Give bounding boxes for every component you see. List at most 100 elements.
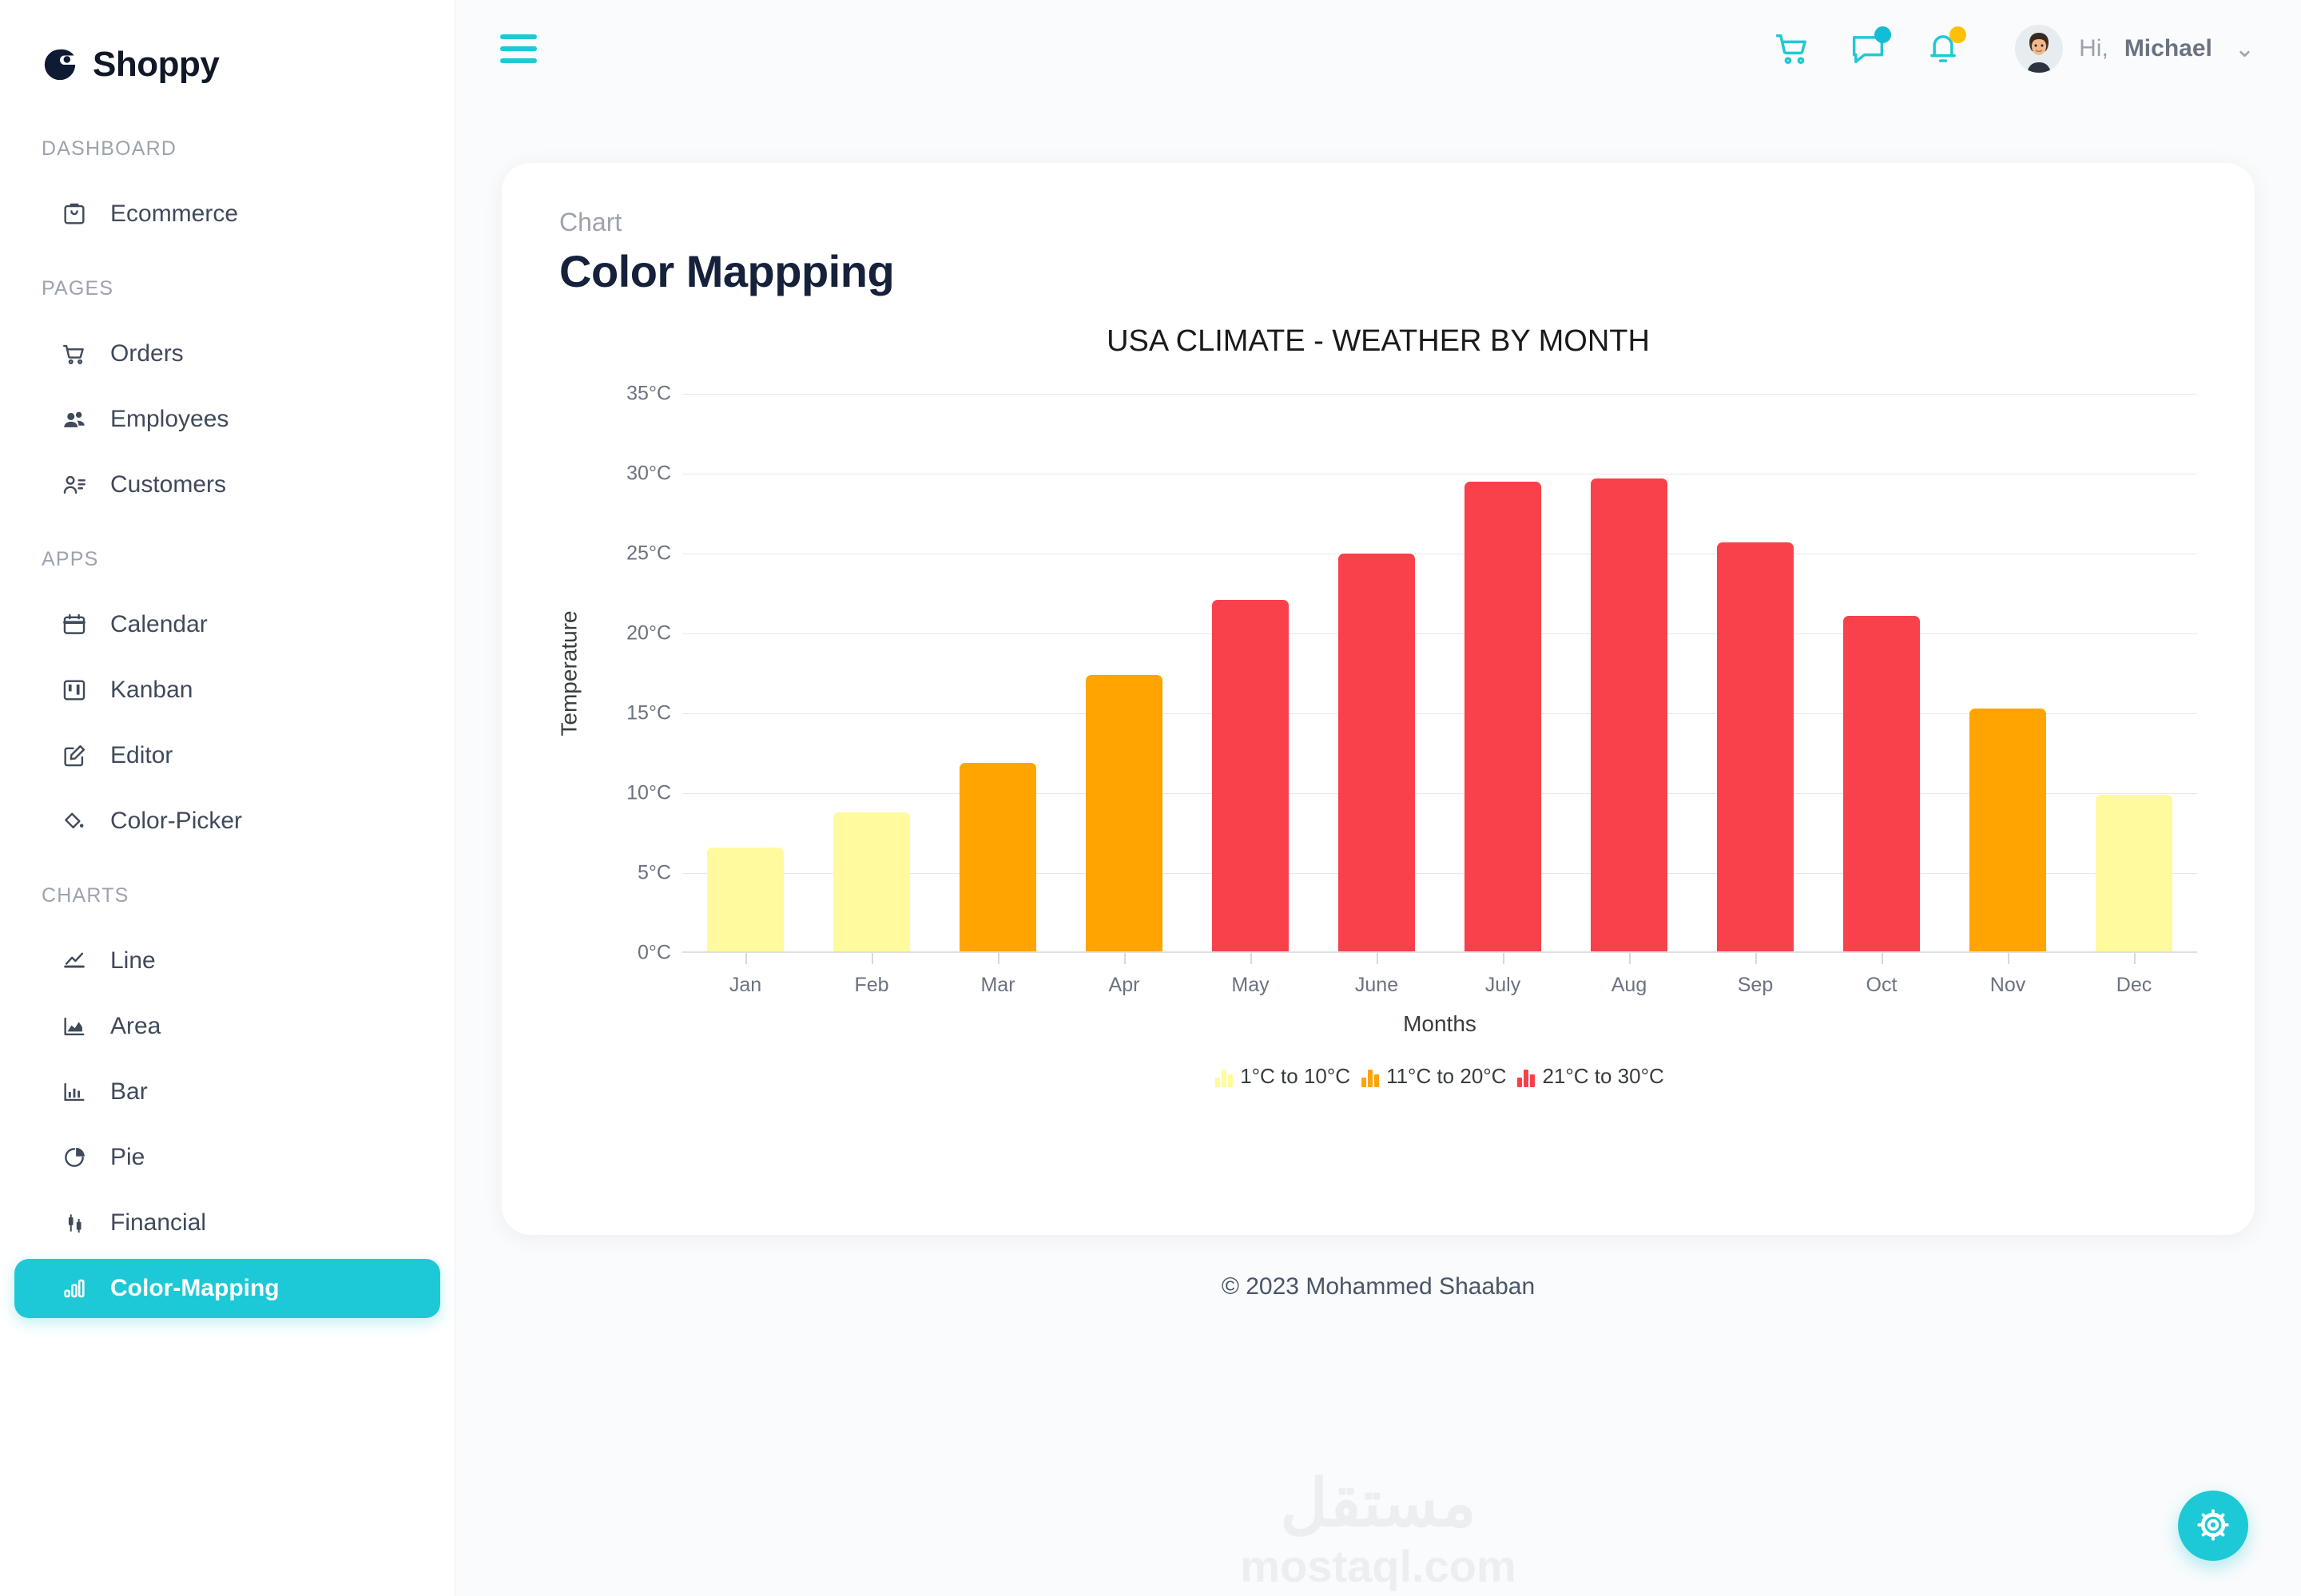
gridline: [682, 793, 2197, 794]
sidebar-item-customers[interactable]: Customers: [14, 455, 440, 514]
x-tick-label: Mar: [980, 974, 1015, 996]
page-title: Color Mappping: [559, 246, 895, 296]
bar[interactable]: [1338, 554, 1415, 951]
bar[interactable]: [1717, 542, 1794, 951]
y-axis-label: Temperature: [556, 610, 582, 736]
legend-item[interactable]: 1°C to 10°C: [1215, 1064, 1350, 1089]
bar-slot: [809, 394, 935, 951]
x-tick-label: Feb: [854, 974, 889, 996]
sidebar-item-financial[interactable]: Financial: [14, 1193, 440, 1253]
bar-slot: [682, 394, 809, 951]
sidebar-item-pie[interactable]: Pie: [14, 1128, 440, 1187]
bar[interactable]: [1969, 709, 2046, 951]
bar[interactable]: [1464, 482, 1541, 951]
sidebar-item-bar[interactable]: Bar: [14, 1062, 440, 1122]
hamburger-menu-icon[interactable]: [500, 34, 537, 63]
sidebar-item-ecommerce[interactable]: Ecommerce: [14, 185, 440, 244]
bar-slot: [1566, 394, 1692, 951]
chevron-down-icon[interactable]: ⌄: [2234, 35, 2255, 62]
bar[interactable]: [833, 812, 910, 951]
topbar-icons: Hi, Michael ⌄: [1772, 25, 2255, 73]
bar[interactable]: [1212, 600, 1289, 951]
sidebar-item-color-mapping[interactable]: Color-Mapping: [14, 1259, 440, 1318]
bar-slot: [1313, 394, 1440, 951]
gridline: [682, 873, 2197, 874]
y-tick-label: 20°C: [626, 621, 671, 645]
bar-slot: [1692, 394, 1818, 951]
people-icon: [61, 406, 88, 433]
legend-bar-icon: [1215, 1066, 1234, 1087]
x-axis-label: Months: [1403, 1011, 1476, 1036]
sidebar-item-area[interactable]: Area: [14, 997, 440, 1056]
bar-chart-icon: [61, 1078, 88, 1106]
user-menu[interactable]: Hi, Michael ⌄: [2015, 25, 2255, 73]
y-axis-label-col: Temperature: [556, 394, 596, 953]
x-tick-mark: [1250, 953, 1252, 964]
bar[interactable]: [960, 763, 1036, 951]
x-tick-mark: [872, 953, 873, 964]
watermark: مستقل mostaql.com: [1240, 1471, 1516, 1591]
x-tick-label: Aug: [1611, 974, 1647, 996]
gridline: [682, 633, 2197, 634]
y-tick-label: 15°C: [626, 701, 671, 725]
x-tick: Apr: [1061, 953, 1187, 997]
paint-drop-icon: [61, 808, 88, 835]
nav-section-pages: PAGES: [42, 277, 114, 300]
x-tick: Aug: [1566, 953, 1692, 997]
legend-item[interactable]: 11°C to 20°C: [1361, 1064, 1506, 1089]
shoppy-logo-icon: [42, 46, 78, 83]
nav-section-dashboard: DASHBOARD: [42, 137, 177, 160]
sidebar-item-line[interactable]: Line: [14, 931, 440, 991]
main-content: Hi, Michael ⌄ Chart Color Mappping USA C…: [455, 0, 2301, 1596]
bar[interactable]: [1843, 616, 1920, 951]
bar[interactable]: [1086, 675, 1162, 951]
watermark-latin: mostaql.com: [1240, 1541, 1516, 1592]
sidebar: Shoppy DASHBOARD Ecommerce PAGES: [0, 0, 455, 1596]
sidebar-item-label: Line: [110, 947, 156, 974]
bar[interactable]: [707, 848, 784, 951]
sidebar-item-color-picker[interactable]: Color-Picker: [14, 792, 440, 851]
bar-slot: [1818, 394, 1945, 951]
watermark-arabic: مستقل: [1280, 1467, 1476, 1541]
avatar: [2015, 25, 2064, 73]
settings-fab-button[interactable]: [2178, 1491, 2248, 1561]
x-tick: June: [1313, 953, 1440, 997]
x-tick-mark: [1629, 953, 1631, 964]
bar[interactable]: [2096, 795, 2172, 951]
color-mapping-icon: [61, 1275, 88, 1302]
sidebar-nav: DASHBOARD Ecommerce PAGES Orde: [0, 96, 455, 1318]
notification-bell-icon[interactable]: [1922, 26, 1967, 69]
x-tick: Mar: [935, 953, 1061, 997]
area-chart-icon: [61, 1013, 88, 1040]
chat-icon[interactable]: [1847, 26, 1892, 69]
sidebar-item-calendar[interactable]: Calendar: [14, 595, 440, 654]
shopping-cart-icon: [61, 340, 88, 367]
sidebar-item-label: Employees: [110, 406, 229, 432]
nav-section-apps: APPS: [42, 548, 99, 570]
y-tick-label: 25°C: [626, 542, 671, 565]
x-axis-ticks: Jan Feb Mar Apr May June July Aug Sep Oct Nov Dec: [682, 953, 2197, 997]
username-text: Michael: [2124, 35, 2212, 62]
x-tick: May: [1187, 953, 1313, 997]
sidebar-item-editor[interactable]: Editor: [14, 726, 440, 785]
sidebar-item-label: Calendar: [110, 611, 208, 637]
chart: USA CLIMATE - WEATHER BY MONTH Temperatu…: [556, 324, 2197, 1089]
sidebar-item-label: Customers: [110, 471, 227, 498]
sidebar-item-label: Bar: [110, 1078, 148, 1105]
greeting-text: Hi,: [2079, 35, 2108, 62]
sidebar-item-label: Financial: [110, 1209, 207, 1236]
brand[interactable]: Shoppy: [0, 0, 455, 96]
sidebar-item-employees[interactable]: Employees: [14, 390, 440, 449]
edit-square-icon: [61, 742, 88, 769]
legend-item[interactable]: 21°C to 30°C: [1517, 1064, 1664, 1089]
cart-icon[interactable]: [1772, 28, 1814, 69]
x-tick: Dec: [2071, 953, 2197, 997]
x-tick-label: May: [1231, 974, 1270, 996]
y-tick-label: 5°C: [638, 861, 671, 884]
x-tick-mark: [1755, 953, 1757, 964]
sidebar-item-orders[interactable]: Orders: [14, 324, 440, 383]
x-tick-label: Oct: [1866, 974, 1898, 996]
bar[interactable]: [1591, 478, 1667, 951]
x-tick: Nov: [1945, 953, 2071, 997]
sidebar-item-kanban[interactable]: Kanban: [14, 661, 440, 720]
